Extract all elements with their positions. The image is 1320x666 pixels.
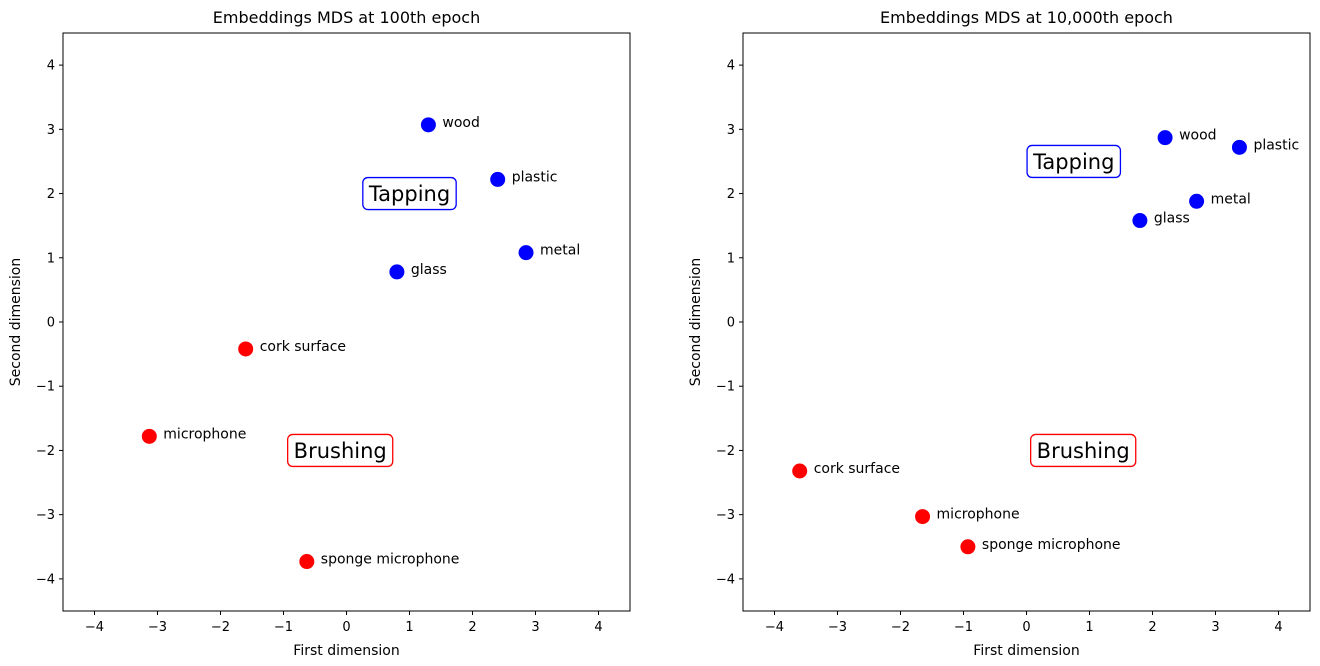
chart-2-y-tick-label: 1 [727, 251, 735, 266]
chart-2-x-axis-label: First dimension [973, 643, 1079, 659]
chart-2-y-tick-label: 0 [727, 316, 735, 331]
chart-2-x-tick-label: 4 [1274, 620, 1282, 635]
chart-1-y-tick-label: 1 [47, 251, 55, 266]
chart-1-group-label-brushing: Brushing [294, 439, 387, 463]
chart-2-point-label: metal [1211, 191, 1251, 207]
chart-1-group-label-tapping: Tapping [368, 182, 450, 206]
chart-1-point-label: wood [442, 115, 479, 131]
chart-1-point-sponge-microphone [299, 554, 315, 570]
chart-2-point-label: cork surface [814, 461, 900, 477]
chart-1-y-tick-label: 3 [47, 123, 55, 138]
chart-2-y-tick-label: 4 [727, 59, 735, 74]
chart-2-group-box-brushing [1030, 433, 1137, 468]
chart-2-point-wood [1157, 130, 1173, 146]
chart-2-group-label-tapping: Tapping [1032, 150, 1114, 174]
chart-2-plot-frame [742, 32, 1311, 612]
chart-1-x-tick-label: −2 [211, 620, 230, 635]
chart-2-title: Embeddings MDS at 10,000th epoch [880, 8, 1173, 27]
chart-1-point-cork-surface [238, 341, 254, 357]
chart-2-x-tick-label: −3 [828, 620, 847, 635]
chart-1-title: Embeddings MDS at 100th epoch [213, 8, 480, 27]
chart-2-group-box-tapping [1026, 144, 1122, 179]
chart-2-point-label: sponge microphone [982, 537, 1121, 553]
chart-1-x-tick-label: −3 [148, 620, 167, 635]
chart-2-y-tick-label: 2 [727, 187, 735, 202]
chart-2-point-microphone [915, 509, 931, 525]
chart-2-point-label: plastic [1253, 137, 1299, 153]
chart-1-point-plastic [490, 171, 506, 187]
chart-1-x-tick-label: 3 [531, 620, 539, 635]
chart-2-group-label-brushing: Brushing [1037, 439, 1130, 463]
chart-1-y-axis-label: Second dimension [8, 258, 24, 387]
chart-1-group-box-brushing [287, 433, 394, 468]
chart-2-point-label: microphone [937, 507, 1020, 523]
chart-1-point-label: glass [411, 262, 447, 278]
chart-2-x-tick-label: −4 [765, 620, 784, 635]
chart-2-point-glass [1132, 213, 1148, 229]
chart-2-x-tick-label: −1 [954, 620, 973, 635]
chart-2-y-tick-label: −4 [716, 572, 735, 587]
chart-1-x-tick-label: 1 [405, 620, 413, 635]
chart-2-point-cork-surface [792, 463, 808, 479]
chart-2-x-tick-label: 2 [1148, 620, 1156, 635]
chart-1-point-microphone [141, 428, 157, 444]
chart-1-point-label: cork surface [260, 339, 346, 355]
chart-1-x-tick-label: −1 [274, 620, 293, 635]
chart-1-x-tick-label: 2 [468, 620, 476, 635]
chart-1-point-label: metal [540, 243, 580, 259]
chart-1-x-axis-label: First dimension [293, 643, 399, 659]
chart-1-y-tick-label: −2 [36, 444, 55, 459]
chart-1-x-tick-label: 0 [342, 620, 350, 635]
chart-2-point-metal [1189, 193, 1205, 209]
chart-2-x-tick-label: 1 [1085, 620, 1093, 635]
chart-1-y-tick-label: 0 [47, 316, 55, 331]
chart-1-point-label: microphone [163, 426, 246, 442]
chart-2-x-tick-label: 0 [1022, 620, 1030, 635]
chart-1-point-metal [518, 245, 534, 261]
chart-1-y-tick-label: −1 [36, 380, 55, 395]
chart-1-y-tick-label: 4 [47, 59, 55, 74]
chart-2-x-tick-label: −2 [891, 620, 910, 635]
chart-2-x-tick-label: 3 [1211, 620, 1219, 635]
chart-1-point-label: sponge microphone [321, 552, 460, 568]
chart-2-y-tick-label: −2 [716, 444, 735, 459]
chart-1-point-label: plastic [512, 169, 558, 185]
chart-1-y-tick-label: −3 [36, 508, 55, 523]
chart-2-y-tick-label: 3 [727, 123, 735, 138]
chart-1-y-tick-label: −4 [36, 572, 55, 587]
chart-1: Embeddings MDS at 100th epoch −4 −3 −2 −1 0 1 2… [8, 8, 631, 659]
chart-2-point-label: glass [1154, 211, 1190, 227]
chart-2-y-tick-label: −3 [716, 508, 735, 523]
chart-2-point-label: wood [1179, 128, 1216, 144]
chart-1-x-tick-label: 4 [594, 620, 602, 635]
chart-2-y-axis-label: Second dimension [688, 258, 704, 387]
chart-1-point-wood [420, 117, 436, 133]
chart-2: Embeddings MDS at 10,000th epoch −4 −3 −2 −1… [688, 8, 1311, 659]
chart-1-plot-frame [62, 32, 631, 612]
chart-1-point-glass [389, 264, 405, 280]
chart-1-y-tick-label: 2 [47, 187, 55, 202]
chart-1-group-box-tapping [362, 176, 457, 211]
chart-2-point-plastic [1231, 139, 1247, 155]
chart-1-x-tick-label: −4 [85, 620, 104, 635]
chart-2-y-tick-label: −1 [716, 380, 735, 395]
chart-2-point-sponge-microphone [960, 539, 976, 555]
